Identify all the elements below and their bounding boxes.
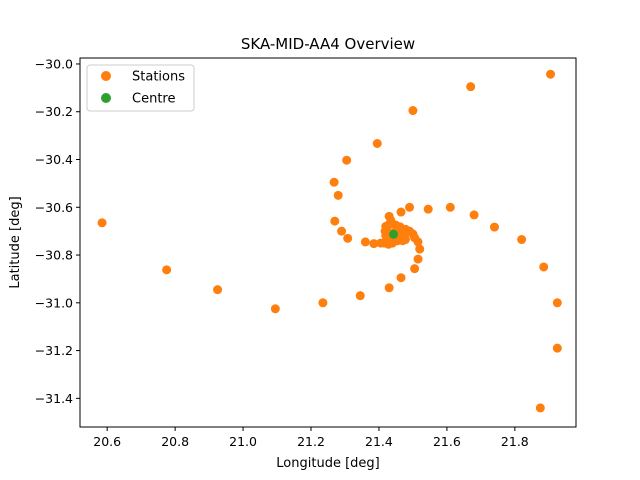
y-tick-label: −30.8 (35, 248, 73, 263)
stations-point (384, 211, 394, 221)
centre-point (389, 229, 399, 239)
x-tick-label: 21.6 (433, 434, 461, 449)
stations-point (213, 285, 223, 295)
stations-point (372, 139, 382, 149)
stations-point (337, 226, 347, 236)
stations-point (539, 262, 549, 272)
stations-point (410, 264, 420, 274)
stations-point (369, 239, 379, 249)
stations-point (342, 155, 352, 165)
axes: 20.6 20.8 21.0 21.2 21.4 21.6 21.8 −30.0 −30.2 −3… (35, 56, 529, 449)
stations-point (162, 265, 172, 275)
stations-point (360, 237, 370, 247)
y-tick-label: −31.4 (35, 391, 73, 406)
stations-point (355, 291, 365, 301)
data-points (97, 69, 562, 413)
x-tick-label: 21.8 (501, 434, 529, 449)
stations-point (97, 218, 107, 228)
legend-marker-stations (101, 71, 111, 81)
stations-point (535, 403, 545, 413)
y-tick-label: −31.2 (35, 343, 73, 358)
stations-point (546, 69, 556, 79)
legend-label-stations: Stations (132, 70, 185, 85)
stations-point (413, 254, 423, 264)
legend-box (86, 64, 195, 112)
plot-frame (79, 57, 577, 428)
x-tick-label: 20.6 (93, 434, 121, 449)
x-axis-label: Longitude [deg] (276, 456, 379, 471)
stations-point (343, 233, 353, 243)
y-tick-label: −31.0 (35, 295, 73, 310)
stations-point (396, 273, 406, 283)
x-tick-label: 21.4 (365, 434, 393, 449)
stations-point (445, 202, 455, 212)
y-axis-label: Latitude [deg] (8, 196, 23, 288)
stations-point (552, 343, 562, 353)
stations-point (270, 304, 280, 314)
x-tick-label: 21.2 (297, 434, 325, 449)
stations-point (318, 298, 328, 308)
stations-point (466, 82, 476, 92)
stations-point (405, 202, 415, 212)
stations-point (396, 207, 406, 217)
y-tick-label: −30.0 (35, 56, 73, 71)
stations-point (333, 190, 343, 200)
stations-point (415, 244, 425, 254)
stations-point (376, 238, 386, 248)
stations-point (517, 235, 527, 245)
stations-point (384, 283, 394, 293)
x-tick-label: 21.0 (229, 434, 257, 449)
legend-marker-centre (101, 93, 111, 103)
legend-label-centre: Centre (132, 92, 175, 107)
stations-point (469, 210, 479, 220)
stations-point (330, 216, 340, 226)
stations-point (329, 177, 339, 187)
chart-title: SKA-MID-AA4 Overview (241, 35, 415, 53)
stations-point (489, 222, 499, 232)
stations-point (408, 106, 418, 116)
stations-point (552, 298, 562, 308)
y-tick-label: −30.4 (35, 152, 73, 167)
stations-point (423, 204, 433, 214)
y-tick-label: −30.6 (35, 200, 73, 215)
y-tick-label: −30.2 (35, 104, 73, 119)
legend: Stations Centre (86, 64, 195, 112)
x-tick-label: 20.8 (161, 434, 189, 449)
